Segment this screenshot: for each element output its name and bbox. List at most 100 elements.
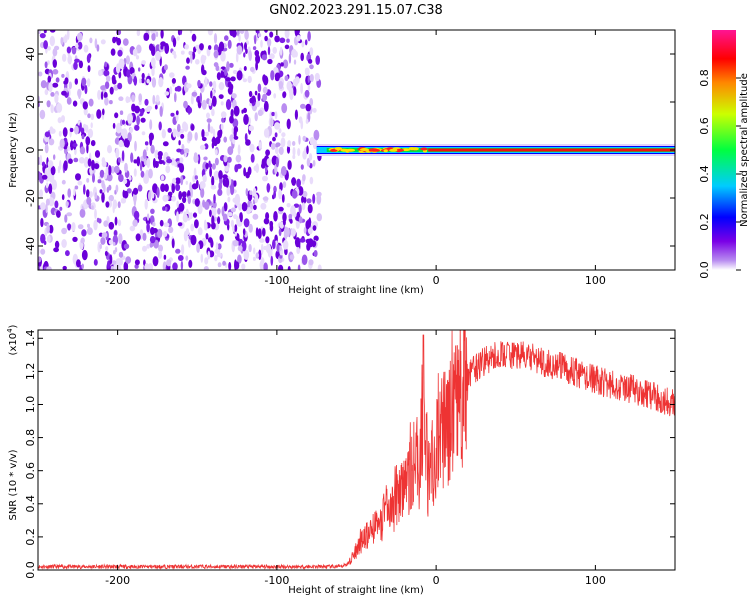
noise-blob (217, 188, 223, 196)
noise-blob (141, 72, 145, 80)
noise-blob (182, 196, 187, 204)
noise-blob (108, 194, 115, 202)
noise-blob (101, 157, 106, 164)
noise-blob (146, 157, 151, 168)
noise-blob (301, 202, 306, 211)
noise-blob (278, 146, 284, 155)
noise-blob (293, 59, 297, 65)
noise-blob (61, 227, 67, 235)
noise-blob (68, 81, 73, 90)
noise-blob (286, 38, 290, 43)
noise-blob (169, 86, 173, 95)
noise-blob (289, 254, 295, 260)
noise-blob (227, 86, 233, 95)
noise-blob (84, 84, 88, 95)
noise-blob (171, 238, 175, 249)
noise-blob (194, 132, 198, 141)
noise-blob (292, 154, 296, 160)
noise-blob (182, 213, 188, 223)
noise-blob (253, 204, 257, 211)
noise-blob (149, 242, 153, 248)
noise-blob (38, 71, 43, 77)
noise-blob (303, 227, 307, 234)
figure-title: GN02.2023.291.15.07.C38 (269, 3, 443, 18)
noise-blob (52, 69, 59, 75)
noise-blob (177, 163, 184, 168)
noise-blob (292, 141, 296, 146)
noise-blob (190, 52, 193, 64)
snr-series-line (38, 330, 675, 570)
noise-blob (114, 112, 119, 119)
noise-blob (308, 259, 314, 266)
noise-blob (172, 262, 178, 270)
noise-blob (144, 98, 149, 106)
noise-blob (83, 156, 90, 168)
noise-blob (160, 44, 164, 50)
noise-blob (213, 50, 219, 59)
noise-blob (123, 190, 129, 199)
noise-blob (156, 187, 160, 199)
noise-blob (203, 266, 209, 270)
noise-blob (178, 190, 183, 200)
signal-blob (330, 148, 338, 152)
noise-blob (305, 118, 309, 124)
noise-blob (86, 78, 91, 87)
colorbar-tick-label: 0.0 (698, 261, 711, 279)
noise-blob (284, 30, 290, 39)
noise-blob (187, 131, 193, 142)
noise-blob (296, 34, 301, 42)
noise-blob (221, 206, 225, 217)
noise-blob (140, 117, 146, 123)
noise-blob (161, 129, 166, 139)
noise-blob (47, 60, 50, 65)
noise-blob (262, 196, 269, 201)
noise-blob (272, 46, 278, 54)
noise-blob (210, 90, 213, 99)
noise-blob (241, 240, 247, 252)
noise-blob (186, 57, 190, 64)
noise-blob (124, 162, 128, 173)
noise-blob (295, 76, 300, 84)
noise-blob (133, 187, 139, 195)
noise-blob (158, 250, 163, 259)
noise-blob (282, 212, 287, 223)
noise-blob (160, 183, 166, 192)
noise-blob (100, 39, 106, 45)
noise-blob (141, 131, 146, 136)
noise-blob (200, 253, 204, 263)
noise-blob (48, 183, 53, 194)
noise-blob (275, 157, 279, 168)
noise-blob (257, 33, 262, 38)
noise-blob (222, 174, 228, 179)
colorbar: 0.0 0.2 0.4 0.6 0.8 Normalized spectral ampl… (698, 30, 750, 279)
noise-blob (180, 133, 185, 139)
noise-blob (246, 207, 252, 215)
noise-blob (144, 263, 149, 270)
noise-blob (241, 202, 248, 212)
x-tick-label: -100 (264, 574, 289, 587)
noise-blob (258, 249, 262, 261)
noise-blob (104, 81, 110, 89)
spectrogram-y-ticks: -40 -20 0 20 40 (24, 47, 675, 255)
noise-blob (263, 262, 268, 270)
noise-blob (138, 67, 141, 72)
noise-blob (69, 127, 74, 133)
noise-blob (300, 52, 305, 62)
noise-blob (195, 59, 200, 65)
noise-blob (309, 47, 314, 56)
noise-blob (81, 134, 85, 140)
noise-blob (132, 48, 138, 57)
noise-blob (185, 255, 189, 261)
noise-blob (38, 265, 41, 270)
noise-blob (252, 46, 257, 51)
noise-blob (105, 246, 109, 252)
noise-blob (144, 141, 149, 146)
noise-blob (229, 62, 234, 68)
noise-blob (49, 35, 55, 47)
noise-blob (213, 44, 219, 52)
noise-blob (227, 156, 232, 163)
noise-blob (255, 100, 261, 108)
noise-blob (134, 264, 139, 269)
noise-blob (308, 217, 312, 228)
noise-blob (214, 149, 218, 156)
